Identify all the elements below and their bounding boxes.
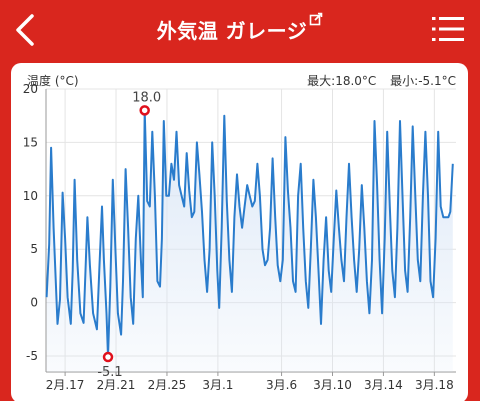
- x-tick-label: 2月.25: [148, 378, 187, 392]
- stats-summary: 最大:18.0°C 最小:-5.1°C: [307, 72, 456, 89]
- x-tick-label: 2月.17: [46, 378, 85, 392]
- y-tick-labels: 20 15 10 5 0 -5: [23, 82, 38, 363]
- x-tick-label: 3月.10: [313, 378, 352, 392]
- y-axis-title: 温度 (°C): [27, 74, 79, 88]
- extreme-label: 18.0: [132, 90, 161, 105]
- annotations: 18.0 -5.1: [97, 90, 161, 380]
- page-title: 外気温 ガレージ: [156, 19, 308, 43]
- max-temp-label: 最大:18.0°C: [307, 74, 377, 88]
- external-edit-icon[interactable]: [309, 12, 323, 26]
- x-tick-label: 3月.14: [364, 378, 403, 392]
- extreme-marker: [139, 105, 150, 116]
- list-menu-icon[interactable]: [432, 14, 464, 44]
- temperature-line-chart[interactable]: 20 15 10 5 0 -5 2月.17 2月.21 2月.25 3月.1 3月.6 3月.10 3…: [11, 63, 468, 401]
- x-tick-label: 3月.18: [415, 378, 454, 392]
- page-title-wrap: 外気温 ガレージ: [0, 12, 480, 44]
- chevron-left-icon[interactable]: [6, 8, 46, 52]
- min-temp-label: 最小:-5.1°C: [390, 74, 456, 88]
- x-tick-label: 2月.21: [97, 378, 136, 392]
- chart-card: 温度 (°C) 最大:18.0°C 最小:-5.1°C 20 15 10 5 0 -5 2…: [11, 63, 468, 401]
- y-tick-label: -5: [26, 349, 38, 363]
- area-fill: [46, 110, 453, 373]
- y-tick-label: 15: [23, 135, 38, 149]
- y-tick-label: 0: [30, 296, 38, 310]
- x-tick-label: 3月.1: [202, 378, 233, 392]
- x-tick-label: 3月.6: [266, 378, 297, 392]
- x-tick-labels: 2月.17 2月.21 2月.25 3月.1 3月.6 3月.10 3月.14 3月.18: [46, 372, 454, 392]
- y-tick-label: 5: [30, 242, 38, 256]
- y-tick-label: 20: [23, 82, 38, 96]
- app-header: 外気温 ガレージ: [0, 0, 480, 60]
- extreme-label: -5.1: [97, 365, 122, 380]
- series-line: [45, 109, 454, 358]
- y-tick-label: 10: [23, 189, 38, 203]
- extreme-marker: [102, 351, 114, 363]
